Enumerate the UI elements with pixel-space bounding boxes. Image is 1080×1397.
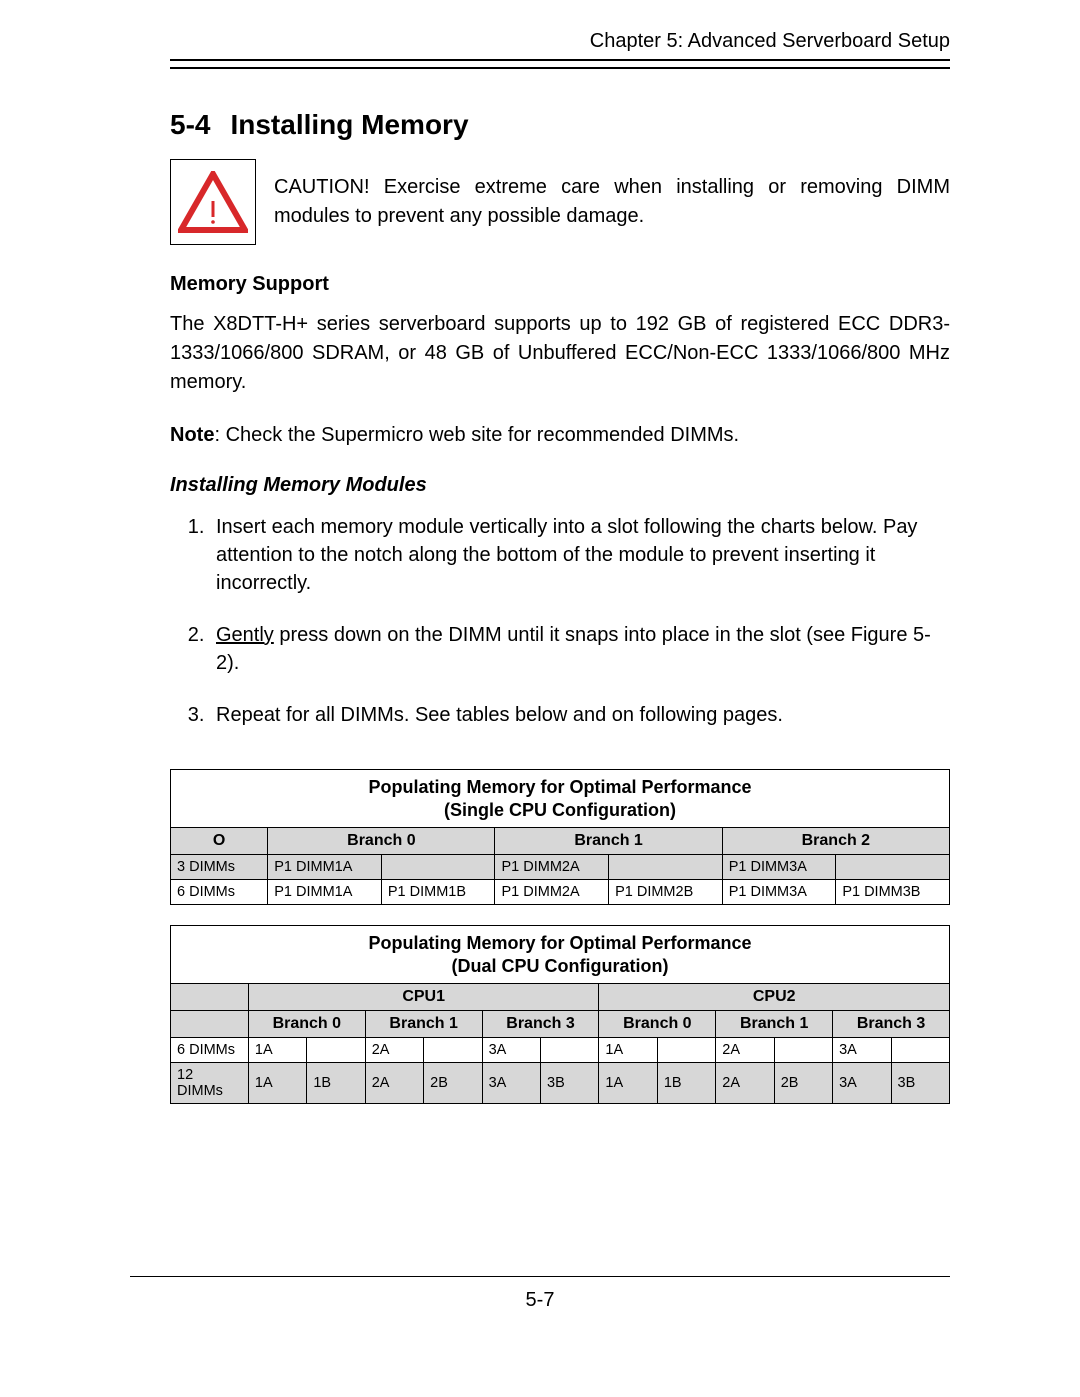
title-line2: (Dual CPU Configuration) — [452, 956, 669, 976]
table-dual-cpu: Populating Memory for Optimal Performanc… — [170, 925, 950, 1104]
step-2-rest: press down on the DIMM until it snaps in… — [216, 624, 931, 674]
cell: 1A — [248, 1063, 306, 1104]
branch-header: Branch 0 — [248, 1011, 365, 1038]
memory-support-para: The X8DTT-H+ series serverboard supports… — [170, 310, 950, 397]
cell: P1 DIMM1B — [381, 880, 495, 905]
corner-cell — [171, 1011, 249, 1038]
cell: P1 DIMM3A — [722, 855, 836, 880]
cell — [307, 1038, 365, 1063]
corner-cell: O — [171, 828, 268, 855]
section-title: 5-4 Installing Memory — [170, 109, 950, 141]
row-label: 12 DIMMs — [171, 1063, 249, 1104]
table-row: 12 DIMMs 1A 1B 2A 2B 3A 3B 1A 1B 2A 2B 3… — [171, 1063, 950, 1104]
cpu-header: CPU2 — [599, 984, 950, 1011]
cell: P1 DIMM3B — [836, 880, 950, 905]
note-text: : Check the Supermicro web site for reco… — [214, 424, 739, 446]
caution-triangle-icon — [178, 171, 248, 233]
cell: 2A — [716, 1063, 774, 1104]
cell — [424, 1038, 482, 1063]
cell — [657, 1038, 715, 1063]
branch-header: Branch 2 — [722, 828, 949, 855]
step-3: Repeat for all DIMMs. See tables below a… — [210, 701, 950, 729]
cell: 1A — [599, 1038, 657, 1063]
cell: 3B — [541, 1063, 599, 1104]
cell: 2A — [716, 1038, 774, 1063]
step-1: Insert each memory module vertically int… — [210, 513, 950, 597]
branch-header: Branch 0 — [268, 828, 495, 855]
table-row: O Branch 0 Branch 1 Branch 2 — [171, 828, 950, 855]
chapter-header: Chapter 5: Advanced Serverboard Setup — [170, 30, 950, 53]
branch-header: Branch 1 — [365, 1011, 482, 1038]
section-name: Installing Memory — [230, 109, 468, 140]
caution-text: CAUTION! Exercise extreme care when inst… — [274, 173, 950, 231]
branch-header: Branch 3 — [482, 1011, 599, 1038]
step-2: Gently press down on the DIMM until it s… — [210, 621, 950, 677]
branch-header: Branch 1 — [716, 1011, 833, 1038]
cpu-header: CPU1 — [248, 984, 599, 1011]
cell: 3B — [891, 1063, 949, 1104]
cell: 2A — [365, 1063, 423, 1104]
cell: 1A — [599, 1063, 657, 1104]
cell: P1 DIMM2B — [609, 880, 723, 905]
title-line1: Populating Memory for Optimal Performanc… — [368, 777, 751, 797]
cell: P1 DIMM2A — [495, 855, 609, 880]
install-modules-heading: Installing Memory Modules — [170, 474, 950, 497]
page-number: 5-7 — [0, 1289, 1080, 1312]
header-rule — [170, 59, 950, 69]
table-row: Branch 0 Branch 1 Branch 3 Branch 0 Bran… — [171, 1011, 950, 1038]
table-row: Populating Memory for Optimal Performanc… — [171, 926, 950, 984]
cell — [774, 1038, 832, 1063]
branch-header: Branch 3 — [833, 1011, 950, 1038]
section-number: 5-4 — [170, 109, 210, 141]
table-row: Populating Memory for Optimal Performanc… — [171, 770, 950, 828]
title-line1: Populating Memory for Optimal Performanc… — [368, 933, 751, 953]
row-label: 6 DIMMs — [171, 1038, 249, 1063]
cell: 1A — [248, 1038, 306, 1063]
table-row: CPU1 CPU2 — [171, 984, 950, 1011]
cell — [541, 1038, 599, 1063]
cell — [381, 855, 495, 880]
row-label: 6 DIMMs — [171, 880, 268, 905]
cell: P1 DIMM3A — [722, 880, 836, 905]
cell: 1B — [307, 1063, 365, 1104]
table-row: 6 DIMMs 1A 2A 3A 1A 2A 3A — [171, 1038, 950, 1063]
footer-rule — [130, 1276, 950, 1277]
cell — [891, 1038, 949, 1063]
cell: 1B — [657, 1063, 715, 1104]
memory-support-heading: Memory Support — [170, 273, 950, 296]
cell: 3A — [833, 1038, 891, 1063]
branch-header: Branch 1 — [495, 828, 722, 855]
cell: 2B — [424, 1063, 482, 1104]
cell: 2A — [365, 1038, 423, 1063]
table-single-title: Populating Memory for Optimal Performanc… — [171, 770, 950, 828]
branch-header: Branch 0 — [599, 1011, 716, 1038]
caution-block: CAUTION! Exercise extreme care when inst… — [170, 159, 950, 245]
cell: P1 DIMM2A — [495, 880, 609, 905]
page: Chapter 5: Advanced Serverboard Setup 5-… — [0, 0, 1080, 1397]
cell: 3A — [482, 1038, 540, 1063]
cell: 3A — [482, 1063, 540, 1104]
install-steps: Insert each memory module vertically int… — [170, 513, 950, 729]
table-row: 3 DIMMs P1 DIMM1A P1 DIMM2A P1 DIMM3A — [171, 855, 950, 880]
memory-support-note: Note: Check the Supermicro web site for … — [170, 421, 950, 450]
caution-icon-box — [170, 159, 256, 245]
title-line2: (Single CPU Configuration) — [444, 800, 676, 820]
table-dual-title: Populating Memory for Optimal Performanc… — [171, 926, 950, 984]
cell: 2B — [774, 1063, 832, 1104]
table-single-cpu: Populating Memory for Optimal Performanc… — [170, 769, 950, 905]
row-label: 3 DIMMs — [171, 855, 268, 880]
cell: P1 DIMM1A — [268, 855, 382, 880]
note-label: Note — [170, 424, 214, 446]
corner-cell — [171, 984, 249, 1011]
cell — [836, 855, 950, 880]
cell: 3A — [833, 1063, 891, 1104]
cell: P1 DIMM1A — [268, 880, 382, 905]
table-row: 6 DIMMs P1 DIMM1A P1 DIMM1B P1 DIMM2A P1… — [171, 880, 950, 905]
cell — [609, 855, 723, 880]
step-2-underline: Gently — [216, 624, 274, 646]
